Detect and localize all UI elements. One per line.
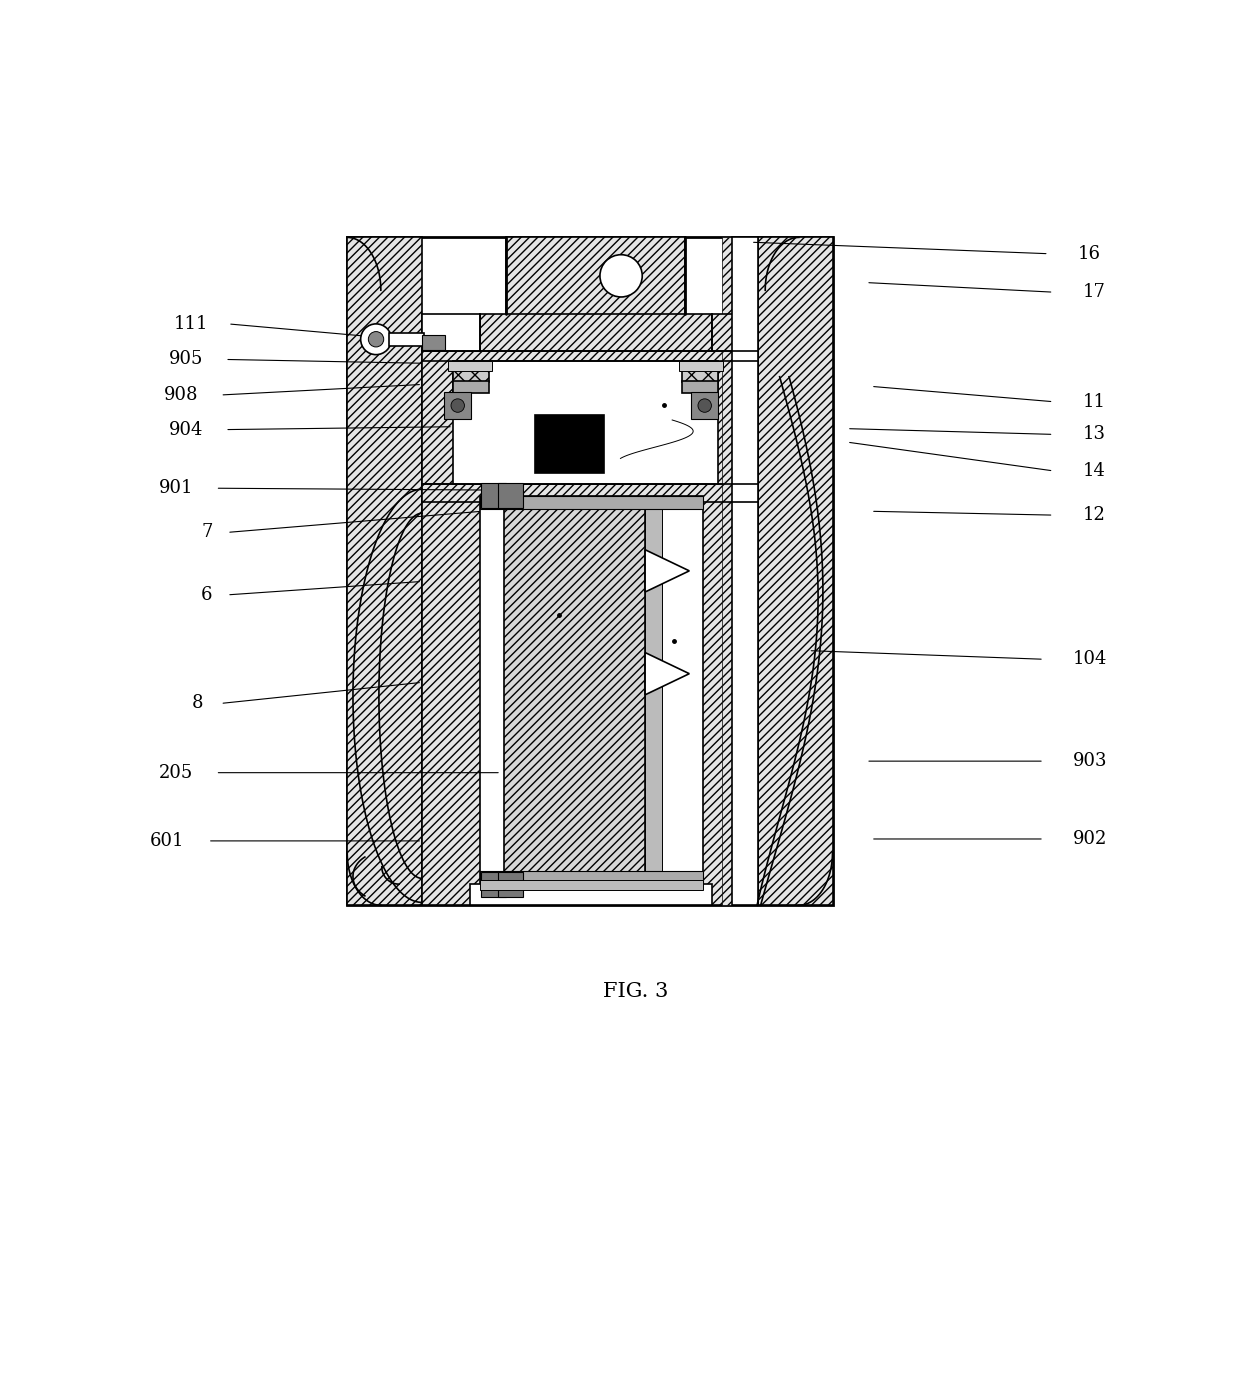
Circle shape [600, 254, 642, 297]
Text: 7: 7 [201, 523, 213, 541]
Bar [444, 392, 471, 419]
Text: 903: 903 [1073, 752, 1107, 771]
Bar [448, 361, 492, 371]
Polygon shape [645, 550, 689, 592]
Text: 11: 11 [1083, 393, 1105, 411]
Bar [712, 315, 758, 350]
Bar [691, 392, 718, 419]
Text: 8: 8 [191, 694, 203, 713]
Text: 902: 902 [1073, 830, 1107, 848]
Bar [480, 881, 703, 890]
Bar [347, 238, 832, 905]
Bar [422, 485, 758, 905]
Text: 901: 901 [159, 480, 193, 497]
Bar [470, 883, 712, 905]
Bar [347, 238, 422, 905]
Bar [422, 335, 445, 350]
Bar [498, 484, 523, 508]
Bar [682, 381, 718, 393]
Text: 14: 14 [1083, 462, 1105, 480]
Text: FIG. 3: FIG. 3 [603, 982, 668, 1002]
Circle shape [451, 398, 465, 412]
Bar [453, 361, 490, 382]
Text: 12: 12 [1083, 506, 1105, 523]
Text: 111: 111 [174, 315, 208, 333]
Bar [503, 502, 645, 877]
Text: 17: 17 [1083, 283, 1105, 301]
Bar [480, 315, 712, 350]
Bar [422, 350, 758, 502]
Bar [453, 381, 490, 393]
Bar [480, 871, 703, 883]
Bar [506, 238, 686, 334]
Text: 6: 6 [201, 585, 213, 605]
Bar [422, 315, 480, 350]
Circle shape [368, 331, 383, 348]
Text: 601: 601 [149, 831, 184, 851]
Bar [722, 238, 732, 905]
Bar [480, 496, 703, 510]
Polygon shape [645, 653, 689, 695]
Bar [645, 502, 662, 877]
Bar [732, 238, 758, 905]
Circle shape [698, 398, 712, 412]
Bar [678, 361, 723, 371]
Text: 905: 905 [169, 350, 203, 368]
Text: 904: 904 [169, 420, 203, 438]
Bar [453, 361, 718, 485]
Bar [758, 238, 832, 905]
Text: 908: 908 [164, 386, 198, 404]
Circle shape [361, 324, 392, 354]
Bar [389, 333, 424, 346]
Bar [481, 484, 506, 508]
Bar [682, 361, 718, 382]
Bar [498, 871, 523, 897]
Bar [481, 871, 506, 897]
Bar [480, 496, 703, 883]
Text: 205: 205 [159, 764, 193, 782]
Text: 13: 13 [1083, 426, 1105, 444]
Text: 16: 16 [1078, 245, 1101, 262]
Bar [534, 415, 604, 473]
Text: 104: 104 [1073, 650, 1107, 668]
